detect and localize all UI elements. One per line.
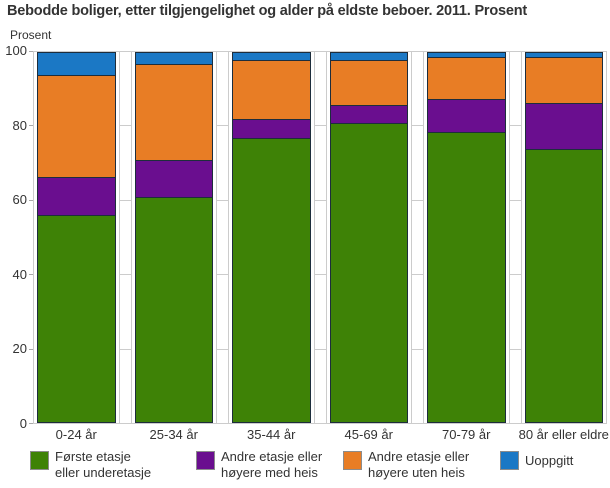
bar-panel [130,51,217,424]
bar-segment [135,53,212,65]
y-tick-mark [29,274,33,276]
legend-label: Første etasje eller underetasje [55,449,151,480]
stacked-bar [524,52,603,423]
x-axis-label-text: 70-79 år [442,427,491,442]
bar-panel [325,51,412,424]
plot-area: 0 20 40 60 80 100 [5,44,607,431]
bar-segment [233,119,310,138]
bar-panels-row [33,51,607,424]
x-axis-label: 0-24 år [33,427,120,445]
bar-segment [135,160,212,197]
x-axis-label: 35-44 år [228,427,315,445]
x-axis-label-text: 25-34 år [149,427,198,442]
y-tick-label: 0 [19,416,27,431]
legend: Første etasje eller underetasje Andre etas… [0,449,610,487]
bar-segment [233,137,310,422]
bar-segment [330,104,407,124]
legend-label-line: Andre etasje eller [221,449,323,464]
bar-segment [428,56,505,100]
bar-panel [33,51,120,424]
gridline [33,199,607,201]
bar-segment [428,53,505,57]
bar-segment [428,99,505,133]
bar-segment [233,60,310,120]
legend-swatch [500,451,519,470]
legend-swatch [343,451,362,470]
bar-segment [330,53,407,61]
bar-segment [330,60,407,105]
legend-label: Andre etasje eller høyere med heis [221,449,322,480]
gridline [33,274,607,276]
gridline [33,51,607,52]
y-tick-mark [29,125,33,127]
stacked-bar [37,52,116,423]
chart-title: Bebodde boliger, etter tilgjengelighet o… [7,3,528,19]
bar-panel [228,51,315,424]
bar-segment [135,64,212,160]
gridline [33,348,607,350]
legend-label-line: Uoppgitt [525,453,574,468]
legend-label: Uoppgitt [525,453,573,469]
x-axis-label-text: 45-69 år [344,427,393,442]
x-axis-label: 80 år eller eldre [518,427,609,445]
bar-segment [38,215,115,422]
x-axis-labels: 0-24 år 25-34 år 35-44 år 45-69 år 70-79 år 8… [33,427,609,445]
y-tick-mark [29,423,33,424]
y-tick-mark [29,348,33,350]
x-axis-label-text: 0-24 år [55,427,97,442]
bar-segment [38,53,115,76]
x-axis-label-text: 80 år eller eldre [518,427,609,442]
y-tick-mark [29,51,33,52]
x-axis-label: 25-34 år [131,427,218,445]
stacked-bar [329,52,408,423]
bar-segment [330,123,407,422]
x-axis-label: 45-69 år [326,427,413,445]
x-axis-label-text: 35-44 år [247,427,296,442]
y-tick-label: 40 [12,266,27,282]
y-tick-label: 60 [12,192,27,208]
bar-segment [38,75,115,177]
bar-segment [233,53,310,61]
gridline [33,125,607,127]
legend-label-line: høyere uten heis [368,464,465,480]
gridline [33,423,607,424]
bar-segment [428,132,505,422]
legend-label-line: Andre etasje eller [368,449,470,464]
bar-panel [423,51,510,424]
legend-label: Andre etasje eller høyere uten heis [368,449,469,480]
stacked-bar [232,52,311,423]
y-tick-label: 100 [5,43,27,58]
legend-label-line: Første etasje [55,449,131,464]
legend-label-line: eller underetasje [55,464,152,480]
stacked-bar [134,52,213,423]
stacked-bar [427,52,506,423]
legend-swatch [30,451,49,470]
bar-segment [525,102,602,149]
bar-segment [525,148,602,422]
y-tick-label: 20 [12,341,27,357]
legend-swatch [196,451,215,470]
bar-panel [520,51,607,424]
y-axis-unit-label: Prosent [10,28,52,42]
legend-label-line: høyere med heis [221,464,318,480]
bar-segment [525,53,602,57]
y-tick-mark [29,199,33,201]
x-axis-label: 70-79 år [423,427,510,445]
bar-segment [38,176,115,216]
bar-segment [135,196,212,422]
y-tick-label: 80 [12,117,27,133]
bar-segment [525,56,602,103]
